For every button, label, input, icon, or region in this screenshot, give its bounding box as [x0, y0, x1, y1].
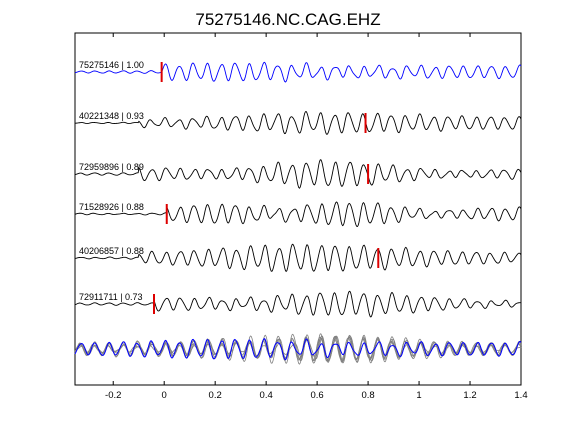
- trace-label-71528926: 71528926 | 0.88: [79, 202, 144, 212]
- trace-line-75275146: [74, 61, 522, 83]
- trace-label-40206857: 40206857 | 0.88: [79, 246, 144, 256]
- stacked-overlay-group: [74, 333, 522, 365]
- trace-label-75275146: 75275146 | 1.00: [79, 60, 144, 70]
- trace-label-group: 75275146 | 1.00 40221348 | 0.93 72959896 |…: [79, 60, 144, 302]
- x-tick-label: 0: [162, 390, 167, 401]
- plot-axes-frame: [74, 32, 522, 386]
- trace-label-72959896: 72959896 | 0.89: [79, 162, 144, 172]
- stack-overlay-72911711: [74, 334, 522, 364]
- trace-line-72911711: [74, 290, 522, 318]
- x-tick-label: 1: [416, 390, 421, 401]
- x-axis: -0.2 0 0.2 0.4 0.6 0.8 1 1.2 1.4: [105, 33, 528, 401]
- trace-line-40221348: [74, 111, 522, 135]
- chart-title: 75275146.NC.CAG.EHZ: [195, 10, 380, 29]
- x-tick-label: 0.6: [311, 390, 324, 401]
- stack-reference-trace: [74, 338, 522, 361]
- trace-label-72911711: 72911711 | 0.73: [79, 292, 143, 302]
- trace-label-40221348: 40221348 | 0.93: [79, 111, 144, 121]
- x-tick-label: 0.8: [361, 390, 374, 401]
- x-tick-label: 0.4: [260, 390, 273, 401]
- pick-marker-group: [153, 62, 380, 314]
- x-tick-label: 1.4: [514, 390, 527, 401]
- x-tick-label: 0.2: [209, 390, 222, 401]
- x-tick-label: 1.2: [463, 390, 476, 401]
- stack-overlay-40206857: [74, 333, 522, 364]
- trace-line-72959896: [74, 159, 522, 189]
- trace-group: [74, 61, 522, 318]
- trace-line-40206857: [74, 243, 522, 273]
- x-tick-label: -0.2: [105, 390, 121, 401]
- trace-line-71528926: [74, 201, 522, 227]
